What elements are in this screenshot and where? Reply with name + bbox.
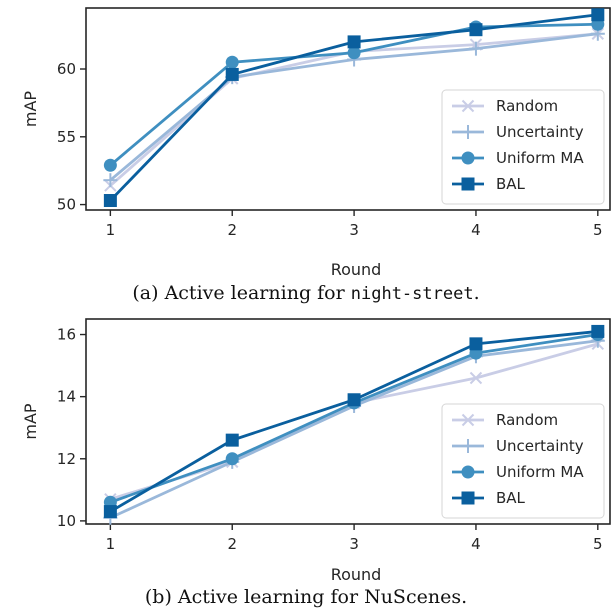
y-axis-label: mAP xyxy=(21,403,40,440)
y-tick-label: 16 xyxy=(57,326,76,344)
legend-marker xyxy=(461,99,475,113)
caption-a: (a) Active learning for night-street. xyxy=(0,282,612,304)
y-tick-label: 50 xyxy=(57,196,76,214)
y-tick-label: 14 xyxy=(57,388,76,406)
legend-item: Uncertainty xyxy=(452,123,584,141)
legend-marker xyxy=(461,413,475,427)
chart-a: 50 55 60 1 2 3 4 5 Round mAP Random Uncertainty Unif… xyxy=(21,7,611,279)
legend-marker xyxy=(461,439,475,453)
caption-b: (b) Active learning for NuScenes. xyxy=(0,586,612,608)
caption-a-prefix: (a) Active learning for xyxy=(132,282,351,304)
data-point xyxy=(225,452,239,466)
x-tick-label: 4 xyxy=(471,535,481,553)
legend-box xyxy=(441,89,605,205)
legend-marker xyxy=(461,125,475,139)
legend-label: Uniform MA xyxy=(496,463,584,481)
x-tick-label: 4 xyxy=(471,221,481,239)
data-point xyxy=(591,324,605,338)
y-axis-label: mAP xyxy=(21,91,40,128)
x-tick-label: 5 xyxy=(593,221,603,239)
legend: Random Uncertainty Uniform MA BAL xyxy=(441,403,605,519)
series-bal xyxy=(103,324,605,519)
caption-a-code: night-street xyxy=(350,284,474,304)
legend-label: BAL xyxy=(496,175,526,193)
y-tick-label: 12 xyxy=(57,450,76,468)
x-tick-label: 3 xyxy=(349,535,359,553)
data-point xyxy=(468,41,483,56)
x-tick-label: 1 xyxy=(106,535,116,553)
legend-label: Uncertainty xyxy=(496,437,584,455)
legend-item: Random xyxy=(452,411,558,429)
data-point xyxy=(225,67,239,81)
data-point xyxy=(225,55,239,69)
legend-label: Uncertainty xyxy=(496,123,584,141)
legend-item: Uncertainty xyxy=(452,437,584,455)
data-point xyxy=(347,35,361,49)
data-point xyxy=(103,173,118,188)
data-point xyxy=(103,194,117,208)
plot-frame xyxy=(85,7,611,211)
legend-item: Uniform MA xyxy=(452,149,584,167)
x-tick-label: 2 xyxy=(227,221,237,239)
y-tick-label: 60 xyxy=(57,60,76,78)
data-point xyxy=(591,8,605,22)
legend-marker xyxy=(461,177,475,191)
data-point xyxy=(469,371,483,385)
y-tick-label: 10 xyxy=(57,512,76,530)
legend-label: BAL xyxy=(496,489,526,507)
legend-marker xyxy=(461,465,475,479)
x-tick-label: 5 xyxy=(593,535,603,553)
x-tick-label: 3 xyxy=(349,221,359,239)
x-axis-label: Round xyxy=(331,260,382,279)
data-point xyxy=(225,433,239,447)
legend-item: Uniform MA xyxy=(452,463,584,481)
legend-box xyxy=(441,403,605,519)
legend-marker xyxy=(461,151,475,165)
data-point xyxy=(103,158,117,172)
legend-label: Uniform MA xyxy=(496,149,584,167)
plot-frame xyxy=(85,318,611,525)
data-point xyxy=(347,46,361,60)
legend-item: BAL xyxy=(452,175,526,193)
x-axis-label: Round xyxy=(331,565,382,584)
caption-a-suffix: . xyxy=(473,282,480,304)
series-bal xyxy=(103,8,605,208)
x-tick-label: 2 xyxy=(227,535,237,553)
data-point xyxy=(347,393,361,407)
caption-b-text: (b) Active learning for NuScenes. xyxy=(144,586,468,608)
y-tick-label: 55 xyxy=(57,128,76,146)
legend-label: Random xyxy=(496,411,558,429)
data-point xyxy=(103,505,117,519)
data-point xyxy=(469,23,483,37)
x-tick-label: 1 xyxy=(106,221,116,239)
legend-marker xyxy=(461,491,475,505)
data-point xyxy=(469,337,483,351)
legend-item: Random xyxy=(452,97,558,115)
legend-label: Random xyxy=(496,97,558,115)
legend: Random Uncertainty Uniform MA BAL xyxy=(441,89,605,205)
legend-item: BAL xyxy=(452,489,526,507)
